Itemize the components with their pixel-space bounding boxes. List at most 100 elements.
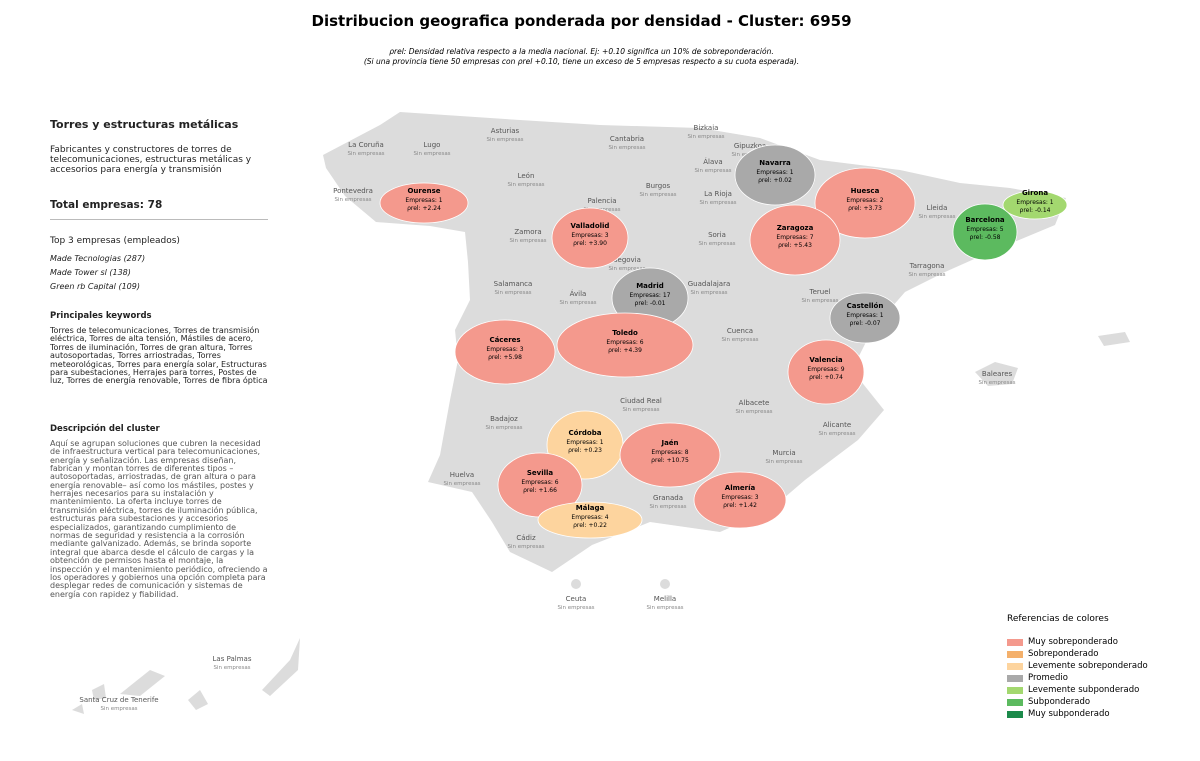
- province-rho: ρrel: -0.14: [1020, 207, 1051, 214]
- province-name: Barcelona: [965, 216, 1005, 224]
- legend-swatch: [1007, 698, 1023, 706]
- province-rho: ρrel: +10.75: [651, 457, 689, 464]
- province-note: Sin empresas: [608, 145, 645, 151]
- province-note: Sin empresas: [687, 134, 724, 140]
- province-note: Sin empresas: [507, 544, 544, 550]
- province-note: Sin empresas: [908, 272, 945, 278]
- legend-title: Referencias de colores: [1007, 614, 1109, 624]
- province-name: Ourense: [407, 187, 440, 195]
- canarias-shape: [92, 684, 106, 700]
- province-name: Ciudad Real: [620, 397, 662, 405]
- province-companies: Empresas: 1: [846, 312, 883, 319]
- province-name: La Rioja: [704, 190, 732, 198]
- description-heading: Descripción del cluster: [50, 423, 160, 434]
- province-name: Zamora: [514, 228, 541, 236]
- province-name: Badajoz: [490, 415, 518, 423]
- province-rho: ρrel: +0.74: [809, 374, 843, 381]
- melilla-shape: [660, 579, 670, 589]
- province-name: Álava: [703, 157, 722, 166]
- total: Total empresas: 78: [50, 199, 268, 220]
- province-name: Ávila: [570, 289, 587, 298]
- province-name: Albacete: [739, 399, 770, 407]
- province-companies: Empresas: 4: [571, 514, 608, 521]
- legend-label: Sobreponderado: [1028, 649, 1099, 659]
- province-name: Murcia: [772, 449, 795, 457]
- province-shape: [952, 203, 1018, 261]
- province-note: Sin empresas: [801, 298, 838, 304]
- province-shape: [787, 339, 865, 405]
- province-rho: ρrel: +0.22: [573, 522, 607, 529]
- province-note: Sin empresas: [347, 151, 384, 157]
- keywords: Torres de telecomunicaciones, Torres de …: [50, 326, 268, 386]
- legend: Referencias de colores Muy sobreponderad…: [1007, 614, 1148, 720]
- province-name: Valencia: [809, 356, 842, 364]
- top-company: Made Tecnologias (287): [50, 254, 146, 263]
- province-name: Navarra: [759, 159, 791, 167]
- province-note: Sin empresas: [690, 290, 727, 296]
- legend-item: Levemente subponderado: [1007, 684, 1148, 696]
- province-note: Sin empresas: [978, 380, 1015, 386]
- province-shape: [814, 167, 916, 239]
- province-name: Sevilla: [527, 469, 554, 477]
- province-rho: ρrel: +0.23: [568, 447, 602, 454]
- province-note: Sin empresas: [494, 290, 531, 296]
- province-name: Almería: [725, 484, 756, 492]
- province-shape: [749, 204, 841, 276]
- top-heading: Top 3 empresas (empleados): [50, 236, 180, 246]
- province-rho: ρrel: +3.90: [573, 240, 607, 247]
- province-note: Sin empresas: [721, 337, 758, 343]
- province-name: Jaén: [660, 439, 678, 447]
- province-companies: Empresas: 1: [756, 169, 793, 176]
- province-name: León: [518, 172, 535, 180]
- legend-item: Muy sobreponderado: [1007, 636, 1148, 648]
- province-name: Málaga: [576, 504, 605, 512]
- province-note: Sin empresas: [486, 137, 523, 143]
- province-name: Salamanca: [494, 280, 533, 288]
- province-name: Cáceres: [489, 336, 520, 344]
- province-name: Soria: [708, 231, 726, 239]
- keywords-heading: Principales keywords: [50, 311, 152, 321]
- legend-label: Muy subponderado: [1028, 709, 1110, 719]
- province-companies: Empresas: 6: [606, 339, 643, 346]
- province-name: Huesca: [851, 187, 880, 195]
- legend-swatch: [1007, 650, 1023, 658]
- province-note: Sin empresas: [557, 605, 594, 611]
- ceuta-shape: [571, 579, 581, 589]
- legend-label: Promedio: [1028, 673, 1068, 683]
- province-note: Sin empresas: [649, 504, 686, 510]
- legend-label: Subponderado: [1028, 697, 1091, 707]
- province-name: Las Palmas: [213, 655, 252, 663]
- canarias-shape: [120, 670, 165, 696]
- province-name: Melilla: [654, 595, 676, 603]
- province-companies: Empresas: 8: [651, 449, 688, 456]
- province-shape: [556, 312, 694, 378]
- province-note: Sin empresas: [818, 431, 855, 437]
- province-name: Asturias: [491, 127, 520, 135]
- province-name: Madrid: [636, 282, 664, 290]
- province-companies: Empresas: 6: [521, 479, 558, 486]
- provinces: La Coruña Sin empresas Lugo Sin empresas Ast…: [79, 124, 1068, 712]
- province-rho: ρrel: -0.58: [970, 234, 1001, 241]
- province-note: Sin empresas: [507, 182, 544, 188]
- province-note: Sin empresas: [213, 665, 250, 671]
- province-note: Sin empresas: [735, 409, 772, 415]
- province-note: Sin empresas: [413, 151, 450, 157]
- province-note: Sin empresas: [443, 481, 480, 487]
- province-name: La Coruña: [348, 141, 384, 149]
- province-name: Guadalajara: [688, 280, 731, 288]
- province-note: Sin empresas: [639, 192, 676, 198]
- province-name: Valladolid: [571, 222, 610, 230]
- province-shape: [1002, 190, 1068, 220]
- province-rho: ρrel: +5.43: [778, 242, 812, 249]
- province-name: Lleida: [927, 204, 948, 212]
- province-companies: Empresas: 3: [571, 232, 608, 239]
- legend-item: Sobreponderado: [1007, 648, 1148, 660]
- province-name: Huelva: [450, 471, 474, 479]
- legend-item: Muy subponderado: [1007, 708, 1148, 720]
- province-note: Sin empresas: [698, 241, 735, 247]
- province-companies: Empresas: 17: [630, 292, 671, 299]
- province-shape: [379, 182, 469, 224]
- province-note: Sin empresas: [485, 425, 522, 431]
- canarias-shape: [188, 690, 208, 710]
